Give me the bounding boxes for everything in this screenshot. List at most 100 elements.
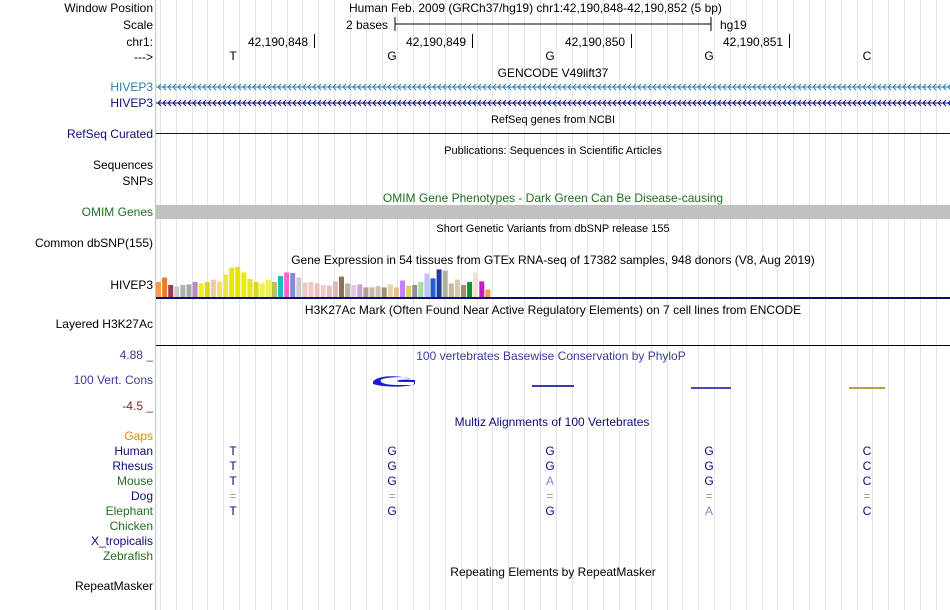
strand-arrow bbox=[227, 99, 232, 107]
base-5: C bbox=[862, 49, 872, 63]
strand-arrow bbox=[632, 99, 637, 107]
strand-arrow bbox=[372, 83, 377, 91]
label-species-zebrafish[interactable]: Zebrafish bbox=[102, 549, 153, 563]
gtex-tissue-bar bbox=[241, 272, 247, 297]
label-omim-genes[interactable]: OMIM Genes bbox=[81, 205, 153, 219]
label-gtex-hivep3[interactable]: HIVEP3 bbox=[110, 278, 153, 292]
aln-gap: = bbox=[388, 489, 396, 503]
strand-arrow bbox=[847, 83, 852, 91]
gencode-gene-hivep3-2[interactable] bbox=[156, 97, 950, 109]
strand-arrow bbox=[362, 83, 367, 91]
strand-arrow bbox=[327, 99, 332, 107]
strand-arrow bbox=[917, 99, 922, 107]
strand-arrow bbox=[852, 83, 857, 91]
label-refseq-curated[interactable]: RefSeq Curated bbox=[66, 127, 153, 141]
label-species-xtropicalis[interactable]: X_tropicalis bbox=[90, 534, 153, 548]
strand-arrow bbox=[227, 83, 232, 91]
gtex-tissue-bar bbox=[174, 286, 180, 297]
label-cons[interactable]: 100 Vert. Cons bbox=[73, 373, 153, 387]
track-display[interactable]: Human Feb. 2009 (GRCh37/hg19) chr1:42,19… bbox=[156, 0, 950, 610]
gtex-expression-bars[interactable] bbox=[156, 267, 950, 299]
strand-arrow bbox=[357, 99, 362, 107]
gtex-tissue-bar bbox=[259, 283, 265, 297]
label-species-elephant[interactable]: Elephant bbox=[105, 504, 153, 518]
grid-line bbox=[714, 0, 715, 610]
aln-base: G bbox=[387, 459, 397, 473]
strand-arrow bbox=[537, 83, 542, 91]
strand-arrow bbox=[367, 83, 372, 91]
strand-arrow bbox=[502, 99, 507, 107]
strand-arrow bbox=[582, 83, 587, 91]
strand-arrow bbox=[297, 99, 302, 107]
gtex-tissue-bar bbox=[210, 279, 216, 297]
label-snps[interactable]: SNPs bbox=[122, 174, 153, 188]
gtex-tissue-bar bbox=[156, 282, 161, 297]
strand-arrow bbox=[797, 99, 802, 107]
strand-arrow bbox=[467, 99, 472, 107]
label-species-chicken[interactable]: Chicken bbox=[109, 519, 153, 533]
strand-arrow bbox=[912, 83, 917, 91]
strand-arrow bbox=[492, 83, 497, 91]
grid-line bbox=[920, 0, 921, 610]
strand-arrow bbox=[542, 99, 547, 107]
strand-arrow bbox=[862, 99, 867, 107]
strand-arrow bbox=[302, 99, 307, 107]
strand-arrow bbox=[677, 99, 682, 107]
label-common-dbsnp[interactable]: Common dbSNP(155) bbox=[34, 236, 153, 250]
omim-gene-bar[interactable] bbox=[156, 205, 950, 219]
aln-base: C bbox=[862, 474, 872, 488]
label-species-human[interactable]: Human bbox=[114, 444, 153, 458]
strand-arrow bbox=[272, 83, 277, 91]
strand-arrow bbox=[362, 99, 367, 107]
label-hivep3-gencode-2[interactable]: HIVEP3 bbox=[110, 96, 153, 110]
label-species-dog[interactable]: Dog bbox=[130, 489, 153, 503]
grid-line bbox=[508, 0, 509, 610]
strand-arrow bbox=[232, 99, 237, 107]
scale-bar bbox=[394, 17, 712, 31]
aln-base: G bbox=[545, 444, 555, 458]
label-sequences[interactable]: Sequences bbox=[92, 158, 153, 172]
strand-arrow bbox=[777, 99, 782, 107]
strand-arrow bbox=[347, 83, 352, 91]
strand-arrow bbox=[447, 99, 452, 107]
refseq-gene-line[interactable] bbox=[156, 133, 950, 134]
grid-line bbox=[287, 0, 288, 610]
strand-arrow bbox=[787, 83, 792, 91]
strand-arrow bbox=[407, 99, 412, 107]
strand-arrow bbox=[342, 83, 347, 91]
aln-base: T bbox=[229, 444, 237, 458]
grid-line bbox=[651, 0, 652, 610]
strand-arrow bbox=[262, 99, 267, 107]
strand-arrow bbox=[157, 83, 162, 91]
strand-arrow bbox=[412, 83, 417, 91]
strand-arrow bbox=[587, 83, 592, 91]
coord-2: 42,190,849 bbox=[406, 35, 467, 49]
strand-arrow bbox=[252, 99, 257, 107]
strand-arrow bbox=[867, 99, 872, 107]
strand-arrow bbox=[647, 83, 652, 91]
gencode-gene-hivep3-1[interactable] bbox=[156, 81, 950, 93]
strand-arrow bbox=[402, 83, 407, 91]
strand-arrow bbox=[817, 83, 822, 91]
strand-arrow bbox=[182, 83, 187, 91]
strand-arrow bbox=[377, 83, 382, 91]
strand-arrow bbox=[377, 99, 382, 107]
strand-arrow bbox=[482, 83, 487, 91]
label-species-mouse[interactable]: Mouse bbox=[116, 474, 153, 488]
strand-arrow bbox=[852, 99, 857, 107]
phylop-signal[interactable] bbox=[156, 374, 950, 394]
strand-arrow bbox=[277, 83, 282, 91]
label-layered-h3k27ac[interactable]: Layered H3K27Ac bbox=[55, 317, 153, 331]
label-window-position: Window Position bbox=[64, 1, 153, 15]
strand-arrow bbox=[717, 83, 722, 91]
label-species-rhesus[interactable]: Rhesus bbox=[112, 459, 153, 473]
strand-arrow bbox=[627, 99, 632, 107]
strand-arrow bbox=[832, 99, 837, 107]
gtex-tissue-bar bbox=[180, 285, 186, 297]
label-hivep3-gencode-1[interactable]: HIVEP3 bbox=[110, 80, 153, 94]
label-repeatmasker[interactable]: RepeatMasker bbox=[74, 579, 153, 593]
strand-arrow bbox=[337, 83, 342, 91]
strand-arrow bbox=[497, 83, 502, 91]
gtex-tissue-bar bbox=[271, 282, 277, 297]
strand-arrow bbox=[307, 83, 312, 91]
